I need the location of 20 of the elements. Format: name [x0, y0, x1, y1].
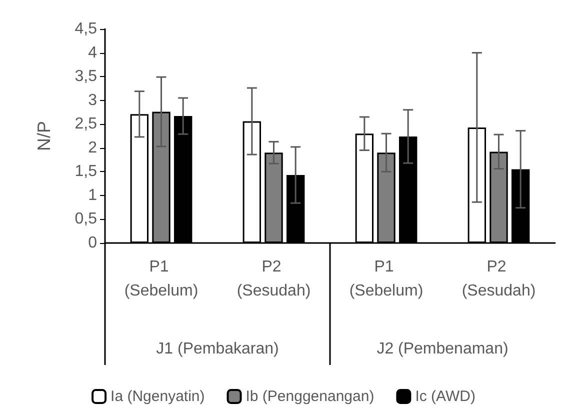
y-tick-label: 0: [88, 234, 98, 252]
x-tick-label: P2 (Sesudah): [236, 258, 311, 300]
y-tick-label: 2,5: [74, 116, 98, 133]
y-tick-label: 1,5: [74, 163, 98, 180]
x-tick-label: P2 (Sesudah): [462, 258, 536, 300]
y-tick-label: 4,5: [74, 20, 98, 38]
legend-label: Ib (Penggenangan): [246, 388, 374, 405]
text: J2 (Pembenaman): [376, 340, 508, 358]
y-tick-label: 4: [88, 44, 98, 62]
y-tick-label: 3: [88, 92, 98, 109]
y-tick-label: 2: [88, 139, 98, 156]
legend-label: Ia (Ngenyatin): [110, 388, 205, 405]
legend-label: Ic (AWD): [415, 388, 476, 405]
y-axis-title: N/P: [34, 120, 54, 152]
y-tick-label: 1: [88, 186, 98, 204]
text: J1 (Pembakaran): [156, 340, 279, 358]
x-tick-label: P1 (Sebelum): [349, 258, 424, 300]
y-tick-label: 3,5: [74, 68, 98, 86]
y-tick-label: 0,5: [74, 210, 98, 228]
x-tick-label: P1 (Sebelum): [124, 258, 198, 300]
